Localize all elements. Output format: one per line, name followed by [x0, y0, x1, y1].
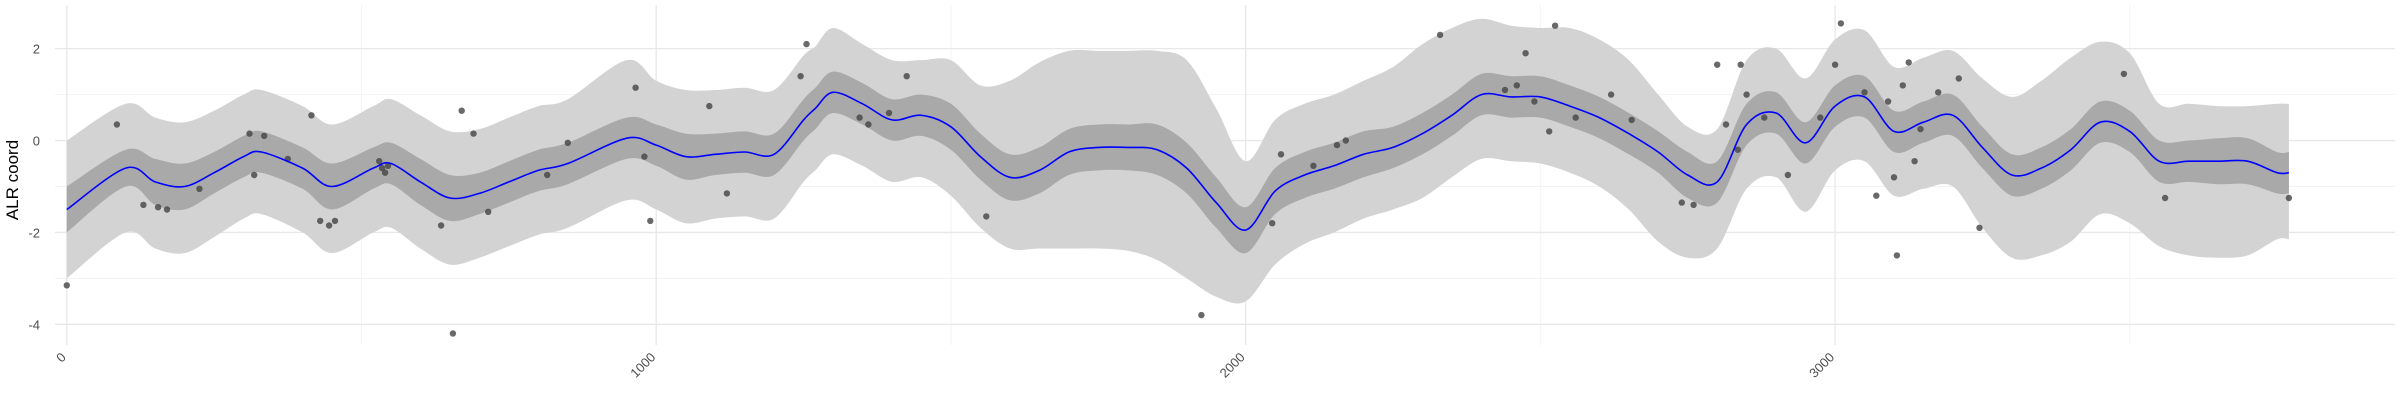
data-point [376, 158, 383, 165]
data-point [1501, 86, 1509, 94]
y-tick-label: -4 [28, 317, 40, 332]
data-point [564, 139, 571, 146]
data-point [1269, 220, 1276, 227]
data-point [641, 153, 648, 160]
data-point [1734, 146, 1742, 153]
data-point [154, 204, 162, 211]
data-point [1817, 114, 1824, 121]
data-point [1837, 20, 1845, 27]
data-point [723, 190, 731, 197]
data-point [485, 208, 492, 215]
data-point [1678, 199, 1686, 206]
y-axis-ticks: -4 -2 0 2 [28, 42, 40, 333]
data-point [1873, 192, 1880, 199]
data-point [261, 132, 268, 140]
data-point [903, 73, 910, 80]
data-point [470, 130, 477, 137]
data-point [1436, 31, 1444, 39]
data-point [458, 107, 465, 114]
data-point [2120, 70, 2128, 78]
data-point [1761, 114, 1768, 121]
data-point [1310, 162, 1317, 169]
data-point [1722, 121, 1730, 128]
data-point [140, 201, 147, 209]
data-point [1277, 151, 1285, 158]
data-point [1737, 61, 1744, 68]
data-point [1831, 61, 1839, 68]
mean-curve [66, 91, 2289, 231]
data-point [1690, 201, 1697, 209]
data-point [308, 112, 315, 119]
data-point [1899, 82, 1907, 89]
data-point [1935, 89, 1942, 96]
data-point [1546, 128, 1553, 135]
data-point [1551, 22, 1559, 29]
y-tick-label: 2 [33, 42, 40, 57]
data-point [113, 121, 121, 128]
data-point [1333, 141, 1341, 149]
data-point [983, 213, 990, 220]
data-point [63, 282, 70, 289]
data-point [1607, 91, 1615, 98]
inner-confidence-band [66, 71, 2289, 254]
data-point [437, 222, 445, 229]
data-point [1955, 75, 1963, 82]
y-tick-label: -2 [28, 225, 40, 240]
data-point [1917, 125, 1924, 133]
data-point [163, 206, 171, 213]
data-point [1531, 98, 1538, 105]
y-axis-title: ALR coord [3, 140, 22, 220]
data-point [449, 330, 457, 337]
data-point [2285, 194, 2293, 202]
data-point [325, 222, 333, 229]
data-point [331, 217, 339, 225]
data-point [378, 164, 386, 172]
data-point [632, 84, 639, 91]
data-point [1513, 82, 1521, 89]
data-point [865, 121, 872, 128]
data-point [1976, 224, 1983, 231]
data-point [1861, 89, 1868, 96]
data-point [381, 169, 389, 176]
data-point [1911, 158, 1918, 165]
data-point [251, 171, 258, 179]
data-point [246, 130, 253, 137]
data-point [1884, 98, 1892, 105]
data-point [1890, 174, 1898, 181]
data-point [1893, 252, 1901, 259]
data-point [544, 171, 551, 179]
data-point [384, 162, 392, 169]
data-point [1522, 50, 1529, 57]
data-point [647, 217, 654, 225]
data-point [1342, 137, 1350, 144]
data-point [856, 114, 863, 121]
data-point [1628, 116, 1635, 124]
y-tick-label: 0 [33, 134, 40, 149]
data-point [1714, 61, 1721, 68]
data-point [196, 185, 203, 192]
data-point [1743, 91, 1750, 98]
data-point [1784, 171, 1792, 179]
data-point [706, 102, 713, 110]
data-point [1198, 311, 1205, 319]
data-points [63, 20, 2293, 337]
data-point [797, 73, 804, 80]
data-point [803, 40, 810, 48]
data-point [317, 217, 324, 225]
data-point [1572, 114, 1579, 121]
data-point [2161, 194, 2169, 202]
data-point [1905, 59, 1912, 66]
data-point [885, 109, 893, 117]
